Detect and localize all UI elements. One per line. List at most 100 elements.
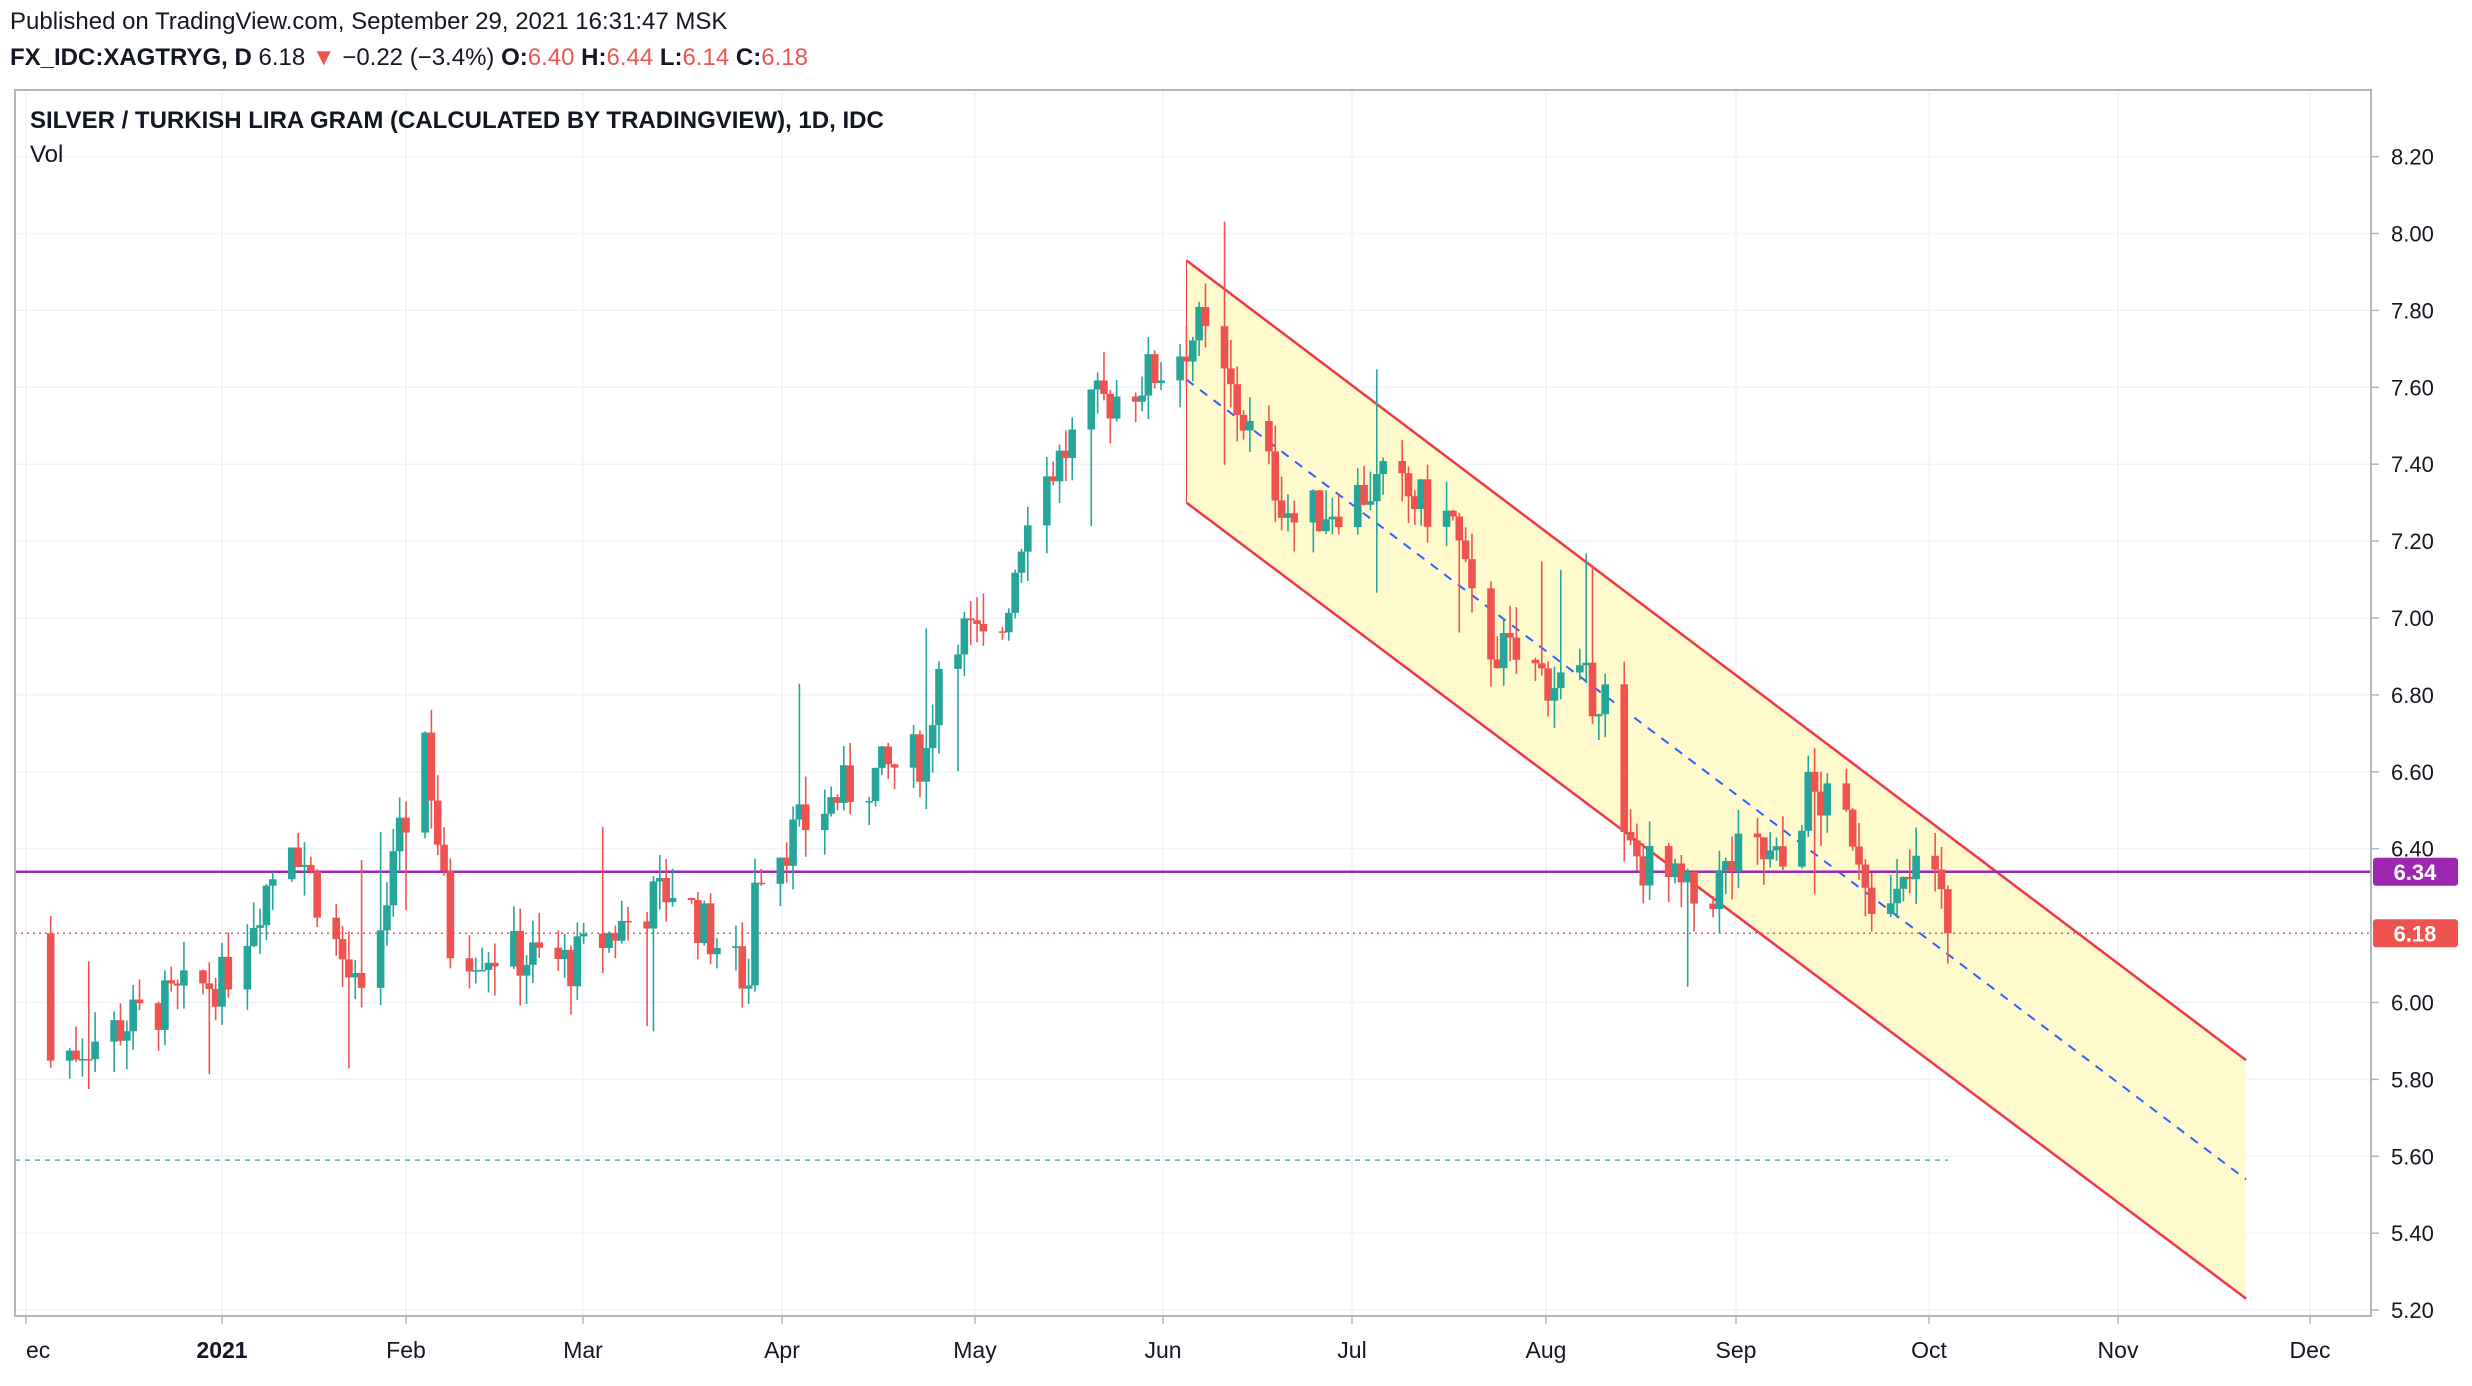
candle-down (611, 933, 620, 941)
candle-down (1277, 500, 1286, 518)
candle-up (560, 949, 569, 959)
symbol-name[interactable]: FX_IDC:XAGTRYG, D (10, 44, 252, 71)
candle-up (1068, 429, 1077, 459)
candle-up (795, 804, 804, 820)
candle-up (1823, 783, 1832, 816)
candle-up (1246, 420, 1254, 431)
close-label: C: (735, 44, 762, 71)
candle-up (268, 879, 277, 886)
candle-up (262, 885, 271, 926)
horizontal-levels[interactable] (15, 870, 2371, 1161)
y-tick-label: 7.00 (2391, 606, 2434, 631)
candle-down (916, 734, 924, 782)
x-tick-label: Oct (1911, 1337, 1947, 1363)
candle-up (1550, 688, 1559, 701)
x-tick-label: Feb (386, 1337, 426, 1363)
candle-down (1626, 832, 1635, 841)
candle-up (472, 970, 480, 972)
candle-down (173, 983, 182, 986)
candle-up (1772, 846, 1781, 851)
candle-up (1766, 850, 1774, 860)
candle-up (1024, 525, 1032, 552)
candle-up (1556, 672, 1565, 689)
candle-up (161, 980, 169, 1030)
time-axis[interactable]: ec 2021 Feb Mar Apr May Jun Jul Aug Sep Oct Nov Dec (25, 1316, 2330, 1363)
candle-up (865, 801, 873, 803)
candle-up (256, 925, 264, 928)
published-info: Published on TradingView.com, September … (10, 8, 728, 35)
high-value: 6.44 (606, 44, 654, 71)
candle-down (1271, 451, 1280, 501)
price-axis[interactable]: 8.20 8.00 7.80 7.60 7.40 7.20 7.00 6.80 6.60 6.40… (2371, 145, 2434, 1324)
candle-up (249, 927, 258, 946)
candle-up (1912, 855, 1920, 880)
down-arrow-icon: ▼ (311, 44, 336, 71)
candles (46, 221, 1952, 1089)
y-tick-label: 5.80 (2391, 1067, 2434, 1092)
last-price-tag-bg (2373, 919, 2458, 948)
candle-down (205, 983, 214, 990)
candle-down (846, 765, 854, 803)
candle-down (1493, 659, 1502, 669)
price-tags: 6.34 6.18 (2373, 857, 2458, 948)
candle-up (878, 746, 886, 768)
candle-down (1411, 496, 1419, 509)
candle-down (1239, 414, 1248, 431)
candle-down (224, 956, 233, 990)
x-tick-label: 2021 (196, 1337, 247, 1363)
candle-down (833, 797, 842, 803)
candle-down (1131, 396, 1140, 402)
candle-up (656, 878, 664, 882)
candle-up (1899, 876, 1908, 889)
candle-up (573, 936, 582, 987)
candle-down (1106, 393, 1115, 419)
candle-up (954, 654, 962, 669)
candle-down (738, 946, 747, 989)
candle-down (1861, 864, 1870, 888)
y-tick-label: 6.40 (2391, 837, 2434, 862)
candle-up (1004, 612, 1013, 633)
y-tick-label: 7.80 (2391, 298, 2434, 323)
candle-down (465, 958, 474, 972)
candle-down (1867, 887, 1876, 914)
candle-up (1284, 513, 1292, 518)
candle-down (1664, 846, 1673, 878)
candle-up (1804, 771, 1813, 831)
candle-down (554, 947, 563, 959)
candle-down (199, 970, 207, 984)
candle-down (446, 870, 455, 959)
candle-down (1842, 783, 1851, 810)
x-tick-label: Nov (2098, 1337, 2139, 1363)
candle-down (345, 959, 353, 978)
x-tick-label: Aug (1526, 1337, 1567, 1363)
candle-up (1087, 389, 1096, 430)
candle-down (1290, 513, 1299, 523)
candle-down (1690, 871, 1698, 904)
candle-down (1779, 846, 1787, 867)
candle-down (1937, 869, 1946, 890)
x-tick-label: Jun (1144, 1337, 1181, 1363)
candle-down (1855, 846, 1863, 865)
candle-up (1893, 888, 1901, 904)
y-tick-label: 8.00 (2391, 222, 2434, 247)
y-tick-label: 7.20 (2391, 529, 2434, 554)
candle-down (1512, 637, 1521, 660)
candle-up (65, 1050, 74, 1061)
last-price-tag: 6.18 (2394, 921, 2437, 946)
candle-down (1944, 889, 1952, 934)
candle-down (1544, 668, 1552, 701)
candle-up (529, 942, 537, 965)
y-tick-label: 5.20 (2391, 1298, 2434, 1323)
candle-down (1810, 771, 1819, 792)
candle-up (1683, 871, 1692, 883)
candle-down (135, 999, 144, 1004)
regression-channel[interactable] (1185, 259, 2247, 1300)
candle-up (909, 734, 918, 768)
close-value: 6.18 (761, 44, 808, 71)
candle-up (1379, 461, 1387, 475)
candle-down (1468, 559, 1476, 589)
candle-up (960, 618, 969, 655)
candle-up (1601, 684, 1610, 715)
candle-down (1588, 662, 1597, 717)
